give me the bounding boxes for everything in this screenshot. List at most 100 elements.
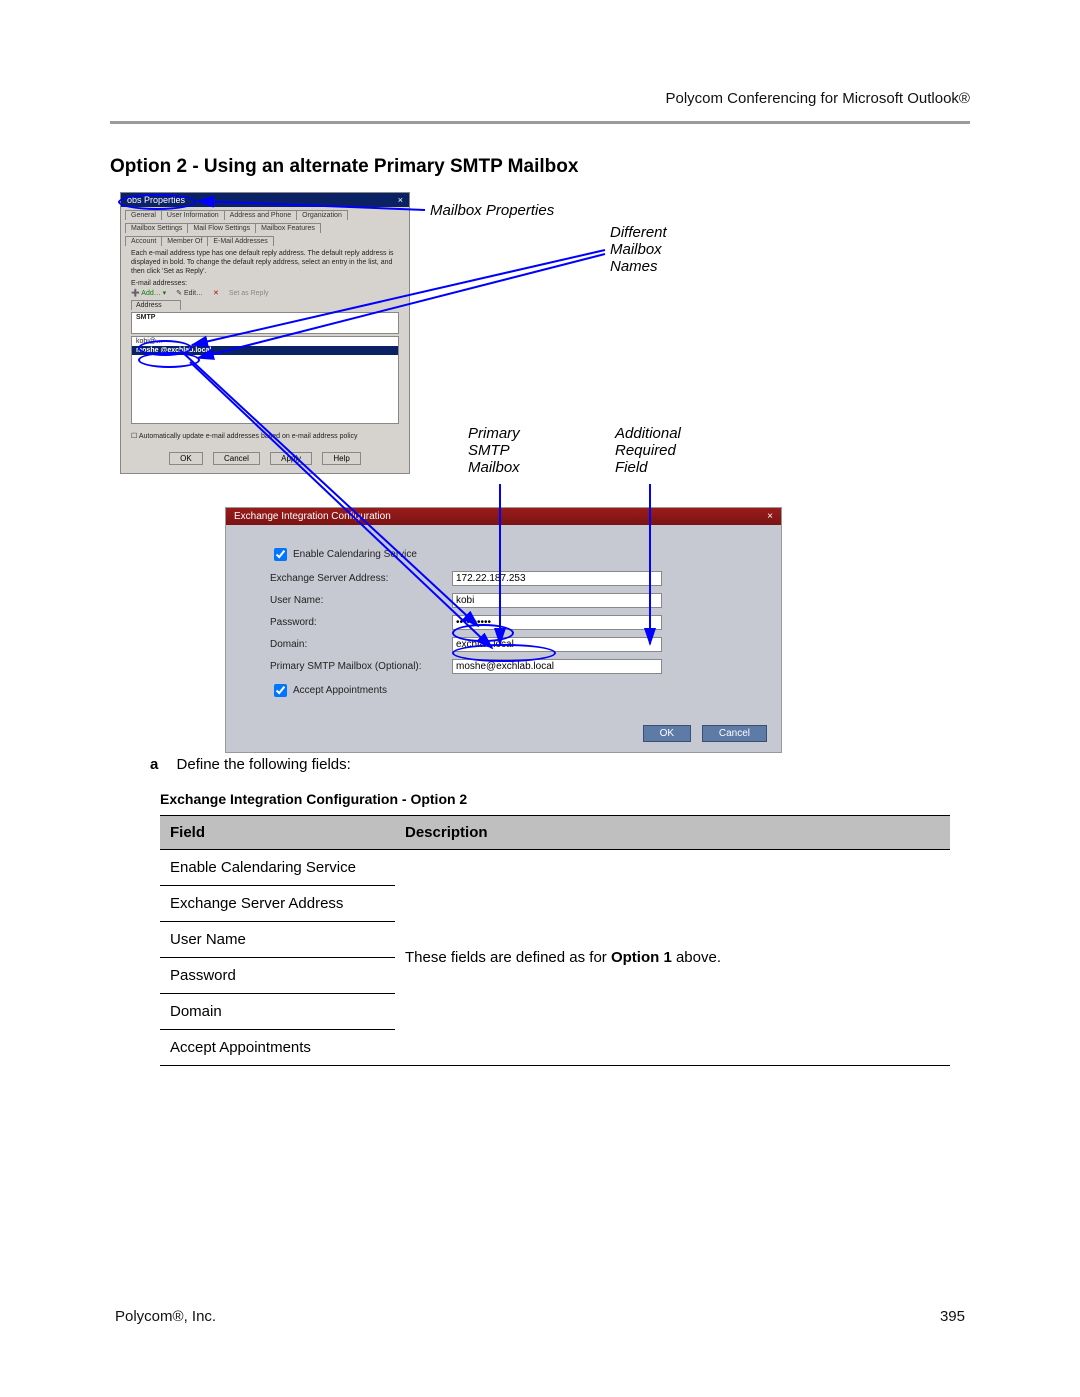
tab-address-phone[interactable]: Address and Phone xyxy=(224,210,298,220)
eic-title-bar: Exchange Integration Configuration × xyxy=(226,508,781,525)
desc-bold: Option 1 xyxy=(611,949,672,966)
mailbox-title-text: obs Properties xyxy=(127,195,185,205)
callout-diff-names: Different Mailbox Names xyxy=(610,224,667,275)
edit-button[interactable]: ✎ Edit… xyxy=(176,290,203,297)
callout-primary: Primary SMTP Mailbox xyxy=(468,425,520,476)
tab-user-info[interactable]: User Information xyxy=(161,210,225,220)
document-page: Polycom Conferencing for Microsoft Outlo… xyxy=(0,0,1080,1397)
enable-service-checkbox[interactable] xyxy=(274,548,287,561)
callout-diff-l2: Mailbox xyxy=(610,241,667,258)
email-toolbar: ➕ Add… ▾ ✎ Edit… ✕ Set as Reply xyxy=(131,289,399,297)
accept-label: Accept Appointments xyxy=(293,685,387,696)
page-footer: Polycom®, Inc. 395 xyxy=(115,1308,965,1325)
tab-email-addresses[interactable]: E-Mail Addresses xyxy=(207,236,273,246)
auto-update-checkbox[interactable]: ☐ Automatically update e-mail addresses … xyxy=(131,432,399,440)
mailbox-properties-dialog: obs Properties × General User Informatio… xyxy=(120,192,410,474)
server-input[interactable] xyxy=(452,571,662,586)
accept-checkbox[interactable] xyxy=(274,684,287,697)
password-label: Password: xyxy=(270,617,452,628)
mailbox-input[interactable] xyxy=(452,659,662,674)
close-icon[interactable]: × xyxy=(767,511,773,522)
mailbox-hint-text: Each e-mail address type has one default… xyxy=(131,250,399,276)
user-input[interactable] xyxy=(452,593,662,608)
smtp-row-2-selected[interactable]: moshe @exchlab.local xyxy=(132,346,398,355)
mailbox-tabs-row3: Account Member Of E-Mail Addresses xyxy=(121,233,409,246)
callout-primary-l1: Primary xyxy=(468,425,520,442)
server-row: Exchange Server Address: xyxy=(270,571,751,586)
callout-primary-l3: Mailbox xyxy=(468,459,520,476)
address-proto-cell: SMTP xyxy=(131,312,399,334)
mailbox-tabs-row2: Mailbox Settings Mail Flow Settings Mail… xyxy=(121,220,409,233)
mailbox-row: Primary SMTP Mailbox (Optional): xyxy=(270,659,751,674)
eic-body: Enable Calendaring Service Exchange Serv… xyxy=(226,525,781,719)
apply-button[interactable]: Apply xyxy=(270,452,312,465)
step-text: Define the following fields: xyxy=(177,756,351,773)
tab-mailbox-features[interactable]: Mailbox Features xyxy=(255,223,321,233)
tab-account[interactable]: Account xyxy=(125,236,162,246)
exchange-integration-dialog: Exchange Integration Configuration × Ena… xyxy=(225,507,782,753)
step-a: a Define the following fields: xyxy=(150,756,970,773)
address-column-header: Address xyxy=(131,300,181,310)
domain-label: Domain: xyxy=(270,639,452,650)
callout-additional: Additional Required Field xyxy=(615,425,681,476)
close-icon[interactable]: × xyxy=(398,195,403,205)
mailbox-body: Each e-mail address type has one default… xyxy=(121,246,409,446)
password-input[interactable] xyxy=(452,615,662,630)
user-row: User Name: xyxy=(270,593,751,608)
password-row: Password: xyxy=(270,615,751,630)
figure-composite: obs Properties × General User Informatio… xyxy=(120,192,920,732)
eic-footer: OK Cancel xyxy=(226,719,781,752)
cancel-button[interactable]: Cancel xyxy=(213,452,260,465)
desc-prefix: These fields are defined as for xyxy=(405,949,611,966)
enable-service-label: Enable Calendaring Service xyxy=(293,549,417,560)
smtp-address-list[interactable]: kobi@… moshe @exchlab.local xyxy=(131,336,399,424)
section-heading: Option 2 - Using an alternate Primary SM… xyxy=(110,156,970,178)
ok-button[interactable]: OK xyxy=(169,452,203,465)
server-label: Exchange Server Address: xyxy=(270,573,452,584)
accept-row: Accept Appointments xyxy=(270,681,751,700)
field-accept: Accept Appointments xyxy=(160,1030,395,1066)
callout-diff-l1: Different xyxy=(610,224,667,241)
field-user: User Name xyxy=(160,922,395,958)
callout-mailbox-properties: Mailbox Properties xyxy=(430,202,554,219)
tab-mail-flow[interactable]: Mail Flow Settings xyxy=(187,223,256,233)
desc-suffix: above. xyxy=(672,949,721,966)
tab-general[interactable]: General xyxy=(125,210,162,220)
domain-row: Domain: xyxy=(270,637,751,652)
set-reply-button[interactable]: Set as Reply xyxy=(229,290,269,297)
mailbox-label: Primary SMTP Mailbox (Optional): xyxy=(270,661,452,672)
email-addresses-label: E-mail addresses: xyxy=(131,280,399,287)
help-button[interactable]: Help xyxy=(322,452,360,465)
field-password: Password xyxy=(160,958,395,994)
tab-member-of[interactable]: Member Of xyxy=(161,236,208,246)
fields-table: Field Description Enable Calendaring Ser… xyxy=(160,815,950,1066)
field-domain: Domain xyxy=(160,994,395,1030)
delete-icon[interactable]: ✕ xyxy=(213,290,219,297)
field-description: These fields are defined as for Option 1… xyxy=(395,850,950,1066)
mailbox-tabs-row1: General User Information Address and Pho… xyxy=(121,207,409,220)
callout-primary-l2: SMTP xyxy=(468,442,520,459)
tab-mailbox-settings[interactable]: Mailbox Settings xyxy=(125,223,188,233)
mailbox-title-bar: obs Properties × xyxy=(121,193,409,207)
eic-ok-button[interactable]: OK xyxy=(643,725,691,742)
smtp-row-1[interactable]: kobi@… xyxy=(132,337,398,346)
tab-organization[interactable]: Organization xyxy=(296,210,348,220)
col-field: Field xyxy=(160,816,395,850)
col-description: Description xyxy=(395,816,950,850)
callout-addl-l3: Field xyxy=(615,459,681,476)
running-header: Polycom Conferencing for Microsoft Outlo… xyxy=(110,90,970,124)
footer-left: Polycom®, Inc. xyxy=(115,1308,216,1325)
smtp-proto-label: SMTP xyxy=(132,313,398,322)
callout-addl-l1: Additional xyxy=(615,425,681,442)
eic-cancel-button[interactable]: Cancel xyxy=(702,725,767,742)
table-caption: Exchange Integration Configuration - Opt… xyxy=(160,791,970,807)
footer-right: 395 xyxy=(940,1308,965,1325)
enable-service-row: Enable Calendaring Service xyxy=(270,545,751,564)
callout-addl-l2: Required xyxy=(615,442,681,459)
add-button[interactable]: ➕ Add… ▾ xyxy=(131,290,166,297)
field-enable: Enable Calendaring Service xyxy=(160,850,395,886)
mailbox-dialog-buttons: OK Cancel Apply Help xyxy=(121,446,409,473)
user-label: User Name: xyxy=(270,595,452,606)
field-server: Exchange Server Address xyxy=(160,886,395,922)
domain-input[interactable] xyxy=(452,637,662,652)
